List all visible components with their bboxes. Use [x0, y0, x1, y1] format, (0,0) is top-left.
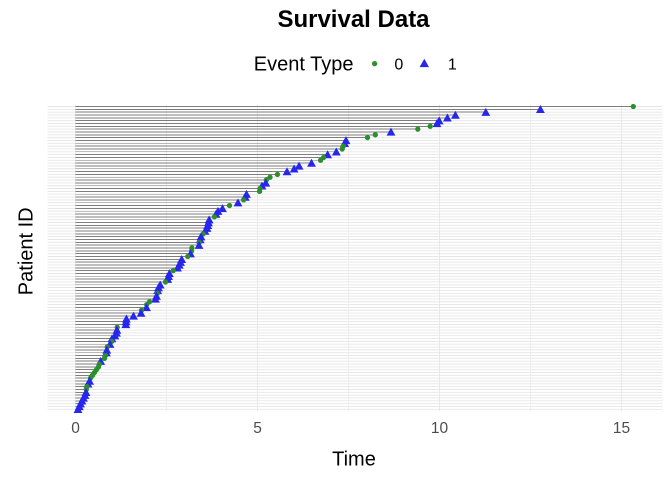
svg-text:0: 0 — [71, 420, 80, 437]
svg-text:Time: Time — [332, 449, 376, 471]
svg-text:Event Type: Event Type — [254, 54, 354, 76]
svg-text:Patient ID: Patient ID — [16, 207, 38, 295]
svg-text:10: 10 — [431, 420, 449, 437]
svg-text:Survival Data: Survival Data — [277, 6, 430, 33]
svg-text:15: 15 — [613, 420, 630, 437]
svg-text:1: 1 — [448, 57, 457, 74]
svg-text:5: 5 — [253, 420, 262, 437]
svg-text:0: 0 — [394, 57, 403, 74]
